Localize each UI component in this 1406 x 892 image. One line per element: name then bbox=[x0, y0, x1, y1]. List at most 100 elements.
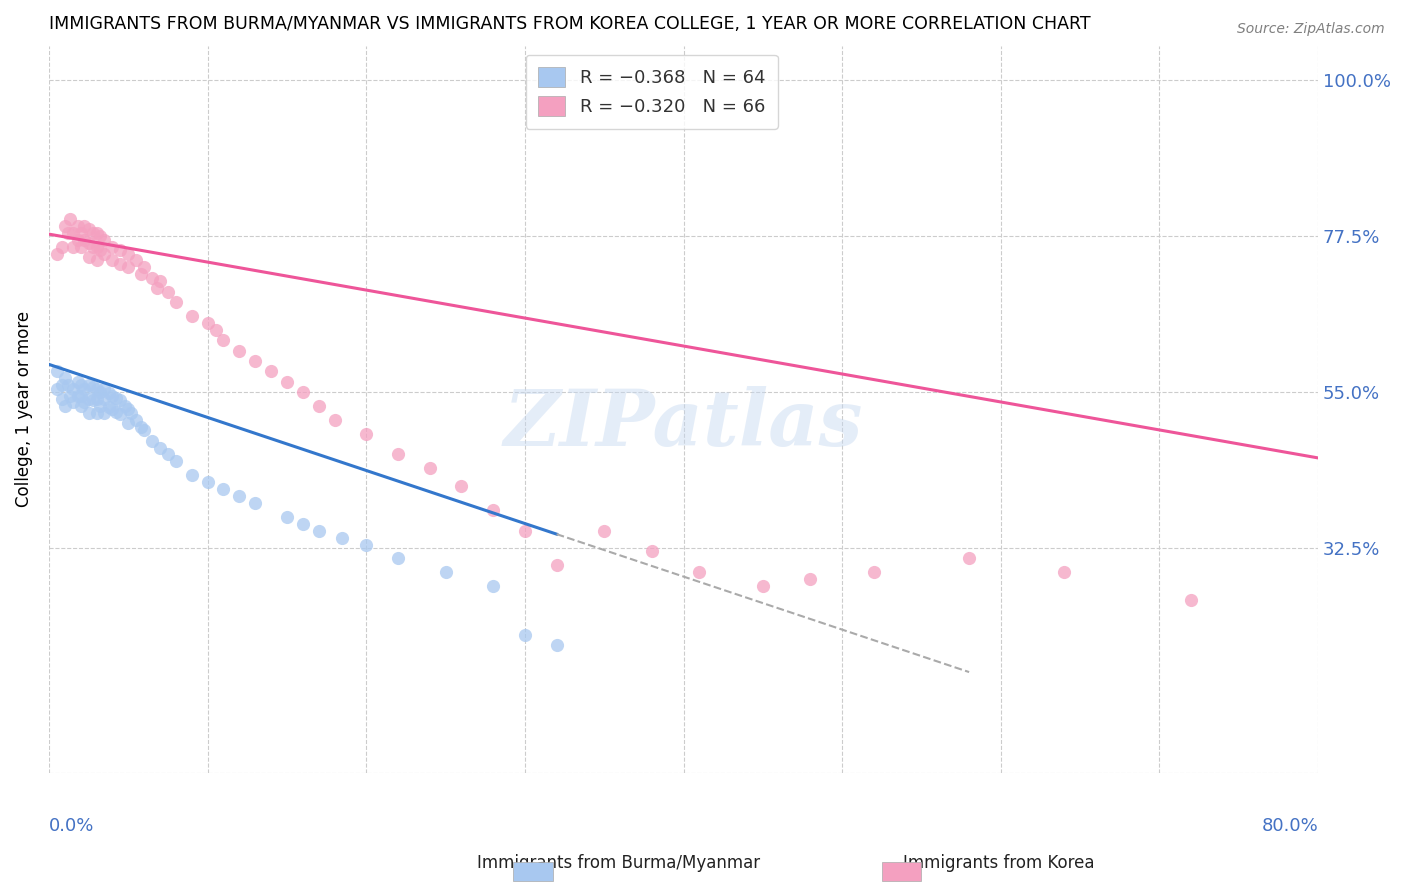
Point bbox=[93, 233, 115, 247]
Point bbox=[73, 382, 96, 396]
Point bbox=[101, 239, 124, 253]
Text: Immigrants from Korea: Immigrants from Korea bbox=[903, 855, 1094, 872]
Point bbox=[117, 246, 139, 260]
Point bbox=[180, 309, 202, 323]
Point bbox=[129, 268, 152, 282]
Point bbox=[141, 434, 163, 448]
Point bbox=[114, 399, 136, 413]
Point bbox=[276, 509, 298, 524]
Point bbox=[117, 417, 139, 431]
Point bbox=[546, 638, 568, 652]
Point bbox=[134, 423, 156, 437]
Point bbox=[82, 239, 104, 253]
Point bbox=[77, 392, 100, 406]
Point bbox=[53, 219, 76, 233]
Y-axis label: College, 1 year or more: College, 1 year or more bbox=[15, 311, 32, 508]
Point bbox=[546, 558, 568, 573]
Point bbox=[197, 316, 219, 330]
Point bbox=[86, 406, 108, 420]
Point bbox=[62, 382, 84, 396]
Point bbox=[149, 441, 172, 455]
Point bbox=[104, 404, 127, 418]
Point bbox=[86, 239, 108, 253]
Point bbox=[53, 399, 76, 413]
Point bbox=[93, 392, 115, 406]
Point bbox=[332, 531, 354, 545]
Point bbox=[110, 257, 132, 271]
Point bbox=[66, 388, 89, 402]
Point bbox=[89, 243, 111, 257]
Point bbox=[66, 233, 89, 247]
Point bbox=[62, 239, 84, 253]
Text: 80.0%: 80.0% bbox=[1261, 817, 1319, 835]
Point bbox=[165, 295, 187, 310]
Point bbox=[69, 239, 91, 253]
Point bbox=[197, 475, 219, 490]
Point bbox=[356, 537, 378, 551]
Point bbox=[110, 393, 132, 408]
Point bbox=[101, 402, 124, 417]
Text: IMMIGRANTS FROM BURMA/MYANMAR VS IMMIGRANTS FROM KOREA COLLEGE, 1 YEAR OR MORE C: IMMIGRANTS FROM BURMA/MYANMAR VS IMMIGRA… bbox=[49, 15, 1091, 33]
Point bbox=[641, 544, 664, 558]
Point bbox=[419, 461, 441, 475]
Point bbox=[110, 243, 132, 257]
Legend: R = −0.368   N = 64, R = −0.320   N = 66: R = −0.368 N = 64, R = −0.320 N = 66 bbox=[526, 54, 778, 128]
Point bbox=[110, 407, 132, 421]
Point bbox=[291, 516, 314, 531]
Point bbox=[513, 627, 536, 641]
Point bbox=[212, 482, 235, 496]
Point bbox=[129, 419, 152, 434]
Point bbox=[89, 229, 111, 244]
Point bbox=[69, 378, 91, 392]
Point bbox=[125, 253, 148, 268]
Point bbox=[77, 236, 100, 251]
Point bbox=[156, 447, 179, 461]
Point bbox=[482, 503, 505, 517]
Point bbox=[86, 253, 108, 268]
Point bbox=[308, 399, 330, 413]
Point bbox=[323, 413, 346, 427]
Point bbox=[77, 250, 100, 264]
Point bbox=[957, 551, 980, 566]
Point bbox=[245, 496, 267, 510]
Point bbox=[117, 260, 139, 275]
Point bbox=[1180, 593, 1202, 607]
Point bbox=[204, 323, 226, 337]
Point bbox=[86, 382, 108, 396]
Point bbox=[77, 406, 100, 420]
Point bbox=[73, 233, 96, 247]
Text: 0.0%: 0.0% bbox=[49, 817, 94, 835]
Point bbox=[799, 572, 821, 586]
Point bbox=[101, 253, 124, 268]
Point bbox=[276, 375, 298, 389]
Point bbox=[165, 454, 187, 468]
Point bbox=[66, 375, 89, 389]
Point bbox=[89, 385, 111, 400]
Point bbox=[434, 566, 457, 580]
Point bbox=[45, 382, 67, 396]
Point bbox=[752, 579, 775, 593]
Point bbox=[156, 285, 179, 299]
Point bbox=[593, 524, 616, 538]
Point bbox=[228, 489, 250, 503]
Point bbox=[125, 413, 148, 427]
Point bbox=[688, 566, 710, 580]
Point bbox=[308, 524, 330, 538]
Point bbox=[66, 219, 89, 233]
Point bbox=[387, 551, 409, 566]
Point bbox=[62, 226, 84, 240]
Point bbox=[149, 274, 172, 288]
Text: Source: ZipAtlas.com: Source: ZipAtlas.com bbox=[1237, 22, 1385, 37]
Point bbox=[93, 406, 115, 420]
Point bbox=[180, 468, 202, 483]
Point bbox=[69, 399, 91, 413]
Point bbox=[89, 399, 111, 413]
Point bbox=[356, 426, 378, 441]
Point bbox=[86, 392, 108, 406]
Point bbox=[69, 388, 91, 402]
Point bbox=[77, 222, 100, 236]
Point bbox=[117, 402, 139, 417]
Point bbox=[93, 246, 115, 260]
Point bbox=[56, 226, 79, 240]
Point bbox=[245, 354, 267, 368]
